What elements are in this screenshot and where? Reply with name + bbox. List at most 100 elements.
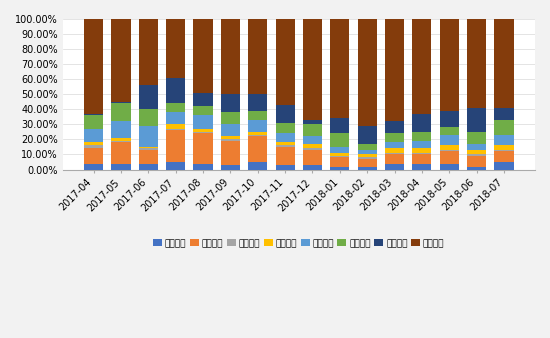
Bar [330,134,349,147]
Bar [221,112,240,124]
Bar [467,150,486,154]
Bar [112,19,130,102]
Bar [112,121,130,138]
Bar [385,134,404,142]
Bar [276,165,295,170]
Bar [494,108,514,120]
Bar [494,162,514,170]
Bar [439,164,459,170]
Bar [194,93,213,106]
Bar [112,103,130,121]
Bar [330,19,349,118]
Bar [194,106,213,115]
Bar [276,123,295,134]
Bar [439,127,459,135]
Bar [467,156,486,167]
Bar [358,158,377,159]
Bar [385,121,404,134]
Bar [358,126,377,144]
Bar [467,144,486,150]
Bar [303,120,322,124]
Bar [276,19,295,105]
Bar [494,150,514,151]
Bar [166,129,185,130]
Bar [139,19,158,85]
Bar [166,19,185,78]
Bar [385,148,404,153]
Bar [303,148,322,150]
Bar [303,150,322,165]
Bar [84,142,103,145]
Bar [439,19,459,111]
Bar [166,130,185,162]
Bar [385,154,404,164]
Bar [139,148,158,150]
Bar [467,167,486,170]
Bar [194,164,213,170]
Bar [248,135,267,137]
Bar [139,147,158,148]
Bar [439,135,459,145]
Bar [494,135,514,145]
Bar [112,142,130,164]
Bar [439,111,459,127]
Bar [494,19,514,108]
Bar [84,164,103,170]
Bar [166,162,185,170]
Legend: 组合基金, 复合策略, 事件驱动, 相对价值, 宏观策略, 管理期货, 固定收益, 股票策略: 组合基金, 复合策略, 事件驱动, 相对价值, 宏观策略, 管理期货, 固定收益… [151,237,446,250]
Bar [221,139,240,141]
Bar [276,142,295,145]
Bar [330,153,349,156]
Bar [303,165,322,170]
Bar [112,102,130,103]
Bar [330,158,349,167]
Bar [412,132,431,141]
Bar [84,148,103,164]
Bar [139,109,158,126]
Bar [194,132,213,134]
Bar [412,154,431,164]
Bar [358,167,377,170]
Bar [303,124,322,137]
Bar [166,112,185,124]
Bar [139,150,158,164]
Bar [112,138,130,141]
Bar [358,19,377,126]
Bar [276,134,295,142]
Bar [84,115,103,129]
Bar [412,19,431,114]
Bar [358,154,377,158]
Bar [84,129,103,142]
Bar [112,164,130,170]
Bar [194,134,213,164]
Bar [412,153,431,154]
Bar [330,118,349,134]
Bar [221,165,240,170]
Bar [494,120,514,135]
Bar [439,151,459,164]
Bar [248,132,267,135]
Bar [221,124,240,137]
Bar [221,19,240,94]
Bar [221,141,240,165]
Bar [467,132,486,144]
Bar [439,150,459,151]
Bar [276,105,295,123]
Bar [139,85,158,109]
Bar [248,137,267,162]
Bar [303,19,322,120]
Bar [248,162,267,170]
Bar [166,78,185,103]
Bar [412,148,431,153]
Bar [330,147,349,153]
Bar [276,147,295,165]
Bar [194,115,213,129]
Bar [276,145,295,147]
Bar [330,156,349,158]
Bar [385,164,404,170]
Bar [221,94,240,112]
Bar [248,120,267,132]
Bar [139,164,158,170]
Bar [194,19,213,93]
Bar [84,19,103,114]
